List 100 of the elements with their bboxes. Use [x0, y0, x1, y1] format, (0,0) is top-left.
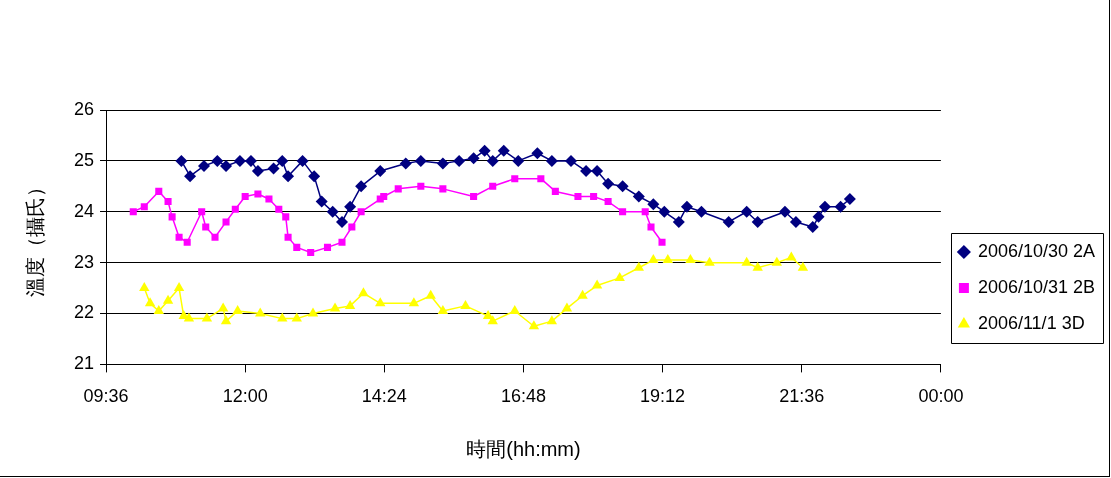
point: [198, 159, 210, 172]
point: [460, 299, 471, 309]
point: [509, 304, 520, 314]
point: [211, 233, 219, 241]
point: [486, 154, 499, 167]
point: [740, 205, 753, 218]
point: [487, 315, 498, 325]
point: [232, 304, 243, 314]
x-tick-label: 16:48: [500, 386, 546, 407]
point: [282, 213, 290, 221]
point: [220, 315, 232, 325]
point: [633, 261, 645, 271]
point: [616, 180, 629, 193]
point: [183, 238, 191, 246]
point: [220, 159, 233, 172]
point: [244, 154, 257, 167]
point: [722, 215, 735, 228]
point: [662, 254, 674, 264]
x-tick-label: 00:00: [918, 386, 964, 407]
y-tick-label: 25: [73, 149, 95, 170]
point: [741, 256, 752, 266]
point: [277, 312, 288, 322]
point: [685, 254, 696, 264]
point: [470, 192, 478, 201]
point: [211, 154, 224, 167]
y-tick-label: 22: [73, 302, 95, 323]
y-tick-label: 24: [73, 200, 95, 221]
legend-label: 2006/11/1 3D: [977, 312, 1085, 333]
point: [344, 299, 356, 309]
point: [834, 200, 847, 213]
point: [647, 223, 655, 231]
point: [399, 157, 412, 170]
x-tick-label: 14:24: [361, 386, 407, 407]
point: [647, 198, 660, 211]
point: [140, 203, 148, 211]
point: [641, 208, 649, 216]
point: [489, 182, 497, 190]
y-tick-label: 26: [73, 98, 95, 119]
point: [425, 289, 436, 299]
point: [348, 223, 356, 231]
point: [786, 251, 797, 261]
point: [806, 221, 819, 234]
point: [436, 157, 449, 170]
point: [437, 304, 449, 314]
point: [175, 233, 183, 241]
point: [129, 208, 137, 216]
point: [308, 170, 321, 183]
point: [512, 154, 525, 167]
point: [291, 312, 302, 322]
point: [797, 261, 809, 271]
point: [771, 256, 783, 266]
point: [144, 297, 156, 307]
point: [231, 205, 239, 213]
point: [251, 165, 264, 178]
point: [153, 304, 164, 314]
point: [162, 294, 174, 304]
point: [453, 154, 466, 167]
point: [275, 205, 283, 213]
point: [546, 315, 558, 325]
point: [752, 261, 763, 271]
point: [265, 195, 273, 203]
point: [843, 193, 856, 206]
point: [528, 320, 540, 330]
point: [751, 215, 764, 228]
point: [789, 215, 802, 228]
legend-label: 2006/10/30 2A: [977, 240, 1095, 261]
point: [357, 208, 365, 216]
point: [561, 302, 573, 312]
point: [408, 297, 420, 307]
point: [648, 254, 659, 264]
point: [511, 175, 519, 183]
point: [184, 170, 197, 183]
point: [695, 205, 708, 218]
point: [276, 154, 289, 167]
point: [812, 210, 825, 223]
point: [590, 192, 598, 201]
point: [632, 190, 645, 203]
point: [574, 192, 582, 201]
x-tick-label: 09:36: [83, 386, 129, 407]
point: [591, 165, 604, 178]
point: [315, 195, 328, 208]
point: [439, 185, 447, 193]
point: [537, 175, 545, 183]
point: [658, 238, 666, 246]
point: [658, 205, 671, 218]
point: [355, 180, 368, 193]
point: [417, 182, 425, 190]
point: [614, 271, 625, 281]
y-tick-label: 23: [73, 251, 95, 272]
point: [164, 198, 172, 206]
point: [680, 200, 693, 213]
x-axis-title: 時間(hh:mm): [466, 437, 581, 460]
point: [296, 154, 309, 167]
point: [531, 147, 544, 160]
x-tick-label: 12:00: [222, 386, 268, 407]
point: [323, 243, 332, 251]
x-tick-label: 21:36: [779, 386, 825, 407]
point: [551, 187, 559, 195]
point: [604, 198, 612, 206]
point: [414, 154, 427, 167]
